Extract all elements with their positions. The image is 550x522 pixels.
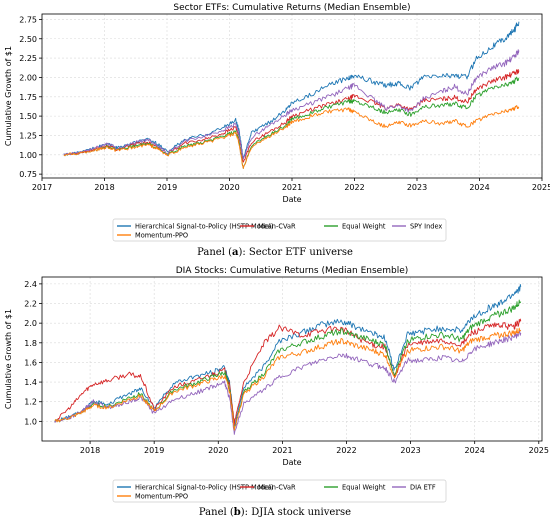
x-tick-label: 2020 xyxy=(208,446,228,455)
y-tick-label: 1.8 xyxy=(24,339,37,348)
y-tick-label: 1.75 xyxy=(19,93,37,102)
panel-b-caption-prefix: Panel ( xyxy=(198,507,234,518)
series-line-spy-index xyxy=(63,49,520,160)
x-tick-label: 2021 xyxy=(272,446,292,455)
legend-box xyxy=(112,479,447,503)
series-line-mean-cvar xyxy=(63,69,520,163)
x-tick-label: 2024 xyxy=(469,183,489,192)
series-line-hierarchical-signal-to-policy-hstp-model xyxy=(63,21,520,159)
legend-label: SPY Index xyxy=(410,223,442,231)
x-tick-label: 2022 xyxy=(336,446,356,455)
chart-title: DIA Stocks: Cumulative Returns (Median E… xyxy=(176,266,409,276)
y-tick-label: 1.50 xyxy=(19,112,37,121)
x-tick-label: 2021 xyxy=(282,183,302,192)
y-tick-label: 1.0 xyxy=(24,417,37,426)
x-tick-label: 2023 xyxy=(400,446,420,455)
x-axis-label: Date xyxy=(282,195,301,204)
y-axis-label: Cumulative Growth of $1 xyxy=(4,309,13,409)
legend-label: DIA ETF xyxy=(410,484,436,492)
panel-b-caption-letter: b xyxy=(233,507,241,518)
y-tick-label: 2.25 xyxy=(19,54,37,63)
legend: Hierarchical Signal-to-Policy (HSTP Mode… xyxy=(112,479,447,503)
series-line-dia-etf xyxy=(54,330,522,435)
plot-frame xyxy=(41,276,543,442)
panel-b-caption-suffix: ): DJIA stock universe xyxy=(240,507,352,518)
y-tick-label: 2.2 xyxy=(24,300,37,309)
y-tick-label: 0.75 xyxy=(19,170,37,179)
legend-box xyxy=(112,218,447,242)
x-tick-label: 2017 xyxy=(32,183,52,192)
panel-a-caption-letter: a xyxy=(232,247,239,258)
dia-stocks-chart: DIA Stocks: Cumulative Returns (Median E… xyxy=(4,266,549,503)
x-tick-label: 2025 xyxy=(529,446,549,455)
legend-label: Momentum-PPO xyxy=(135,493,188,501)
y-tick-label: 1.6 xyxy=(24,358,37,367)
x-tick-label: 2020 xyxy=(219,183,239,192)
series-line-hierarchical-signal-to-policy-hstp-model xyxy=(54,284,522,426)
panel-b-caption: Panel (b): DJIA stock universe xyxy=(0,507,550,518)
panel-a-caption: Panel (a): Sector ETF universe xyxy=(0,247,550,258)
y-tick-label: 1.00 xyxy=(19,151,37,160)
y-tick-label: 2.0 xyxy=(24,319,37,328)
panel-a-caption-prefix: Panel ( xyxy=(197,247,232,258)
y-axis-label: Cumulative Growth of $1 xyxy=(4,46,13,146)
x-tick-label: 2023 xyxy=(407,183,427,192)
legend: Hierarchical Signal-to-Policy (HSTP Mode… xyxy=(112,218,447,242)
series-line-momentum-ppo xyxy=(63,105,520,169)
sector-etf-chart: Sector ETFs: Cumulative Returns (Median … xyxy=(4,3,550,242)
x-tick-label: 2018 xyxy=(94,183,114,192)
x-tick-label: 2022 xyxy=(344,183,364,192)
y-tick-label: 1.2 xyxy=(24,398,37,407)
legend-label: Hierarchical Signal-to-Policy (HSTP Mode… xyxy=(135,223,273,231)
y-tick-label: 2.75 xyxy=(19,15,37,24)
y-tick-label: 2.4 xyxy=(24,280,37,289)
y-tick-label: 2.50 xyxy=(19,35,37,44)
legend-label: Hierarchical Signal-to-Policy (HSTP Mode… xyxy=(135,484,273,492)
series-line-momentum-ppo xyxy=(54,327,522,431)
series-line-mean-cvar xyxy=(54,318,522,426)
y-tick-label: 1.4 xyxy=(24,378,37,387)
x-tick-label: 2025 xyxy=(532,183,550,192)
legend-label: Equal Weight xyxy=(342,484,386,492)
series-line-equal-weight xyxy=(63,76,520,169)
chart-title: Sector ETFs: Cumulative Returns (Median … xyxy=(173,3,410,13)
y-tick-label: 1.25 xyxy=(19,131,37,140)
x-axis-label: Date xyxy=(282,458,301,467)
x-tick-label: 2019 xyxy=(157,183,177,192)
x-tick-label: 2024 xyxy=(465,446,485,455)
series-group xyxy=(54,284,522,435)
legend-label: Momentum-PPO xyxy=(135,232,188,240)
series-group xyxy=(63,21,520,169)
x-tick-label: 2018 xyxy=(80,446,100,455)
y-tick-label: 2.00 xyxy=(19,73,37,82)
x-tick-label: 2019 xyxy=(144,446,164,455)
series-line-equal-weight xyxy=(54,299,522,431)
legend-label: Mean-CVaR xyxy=(258,484,296,492)
legend-label: Equal Weight xyxy=(342,223,386,231)
panel-a-caption-suffix: ): Sector ETF universe xyxy=(238,247,353,258)
legend-label: Mean-CVaR xyxy=(258,223,296,231)
